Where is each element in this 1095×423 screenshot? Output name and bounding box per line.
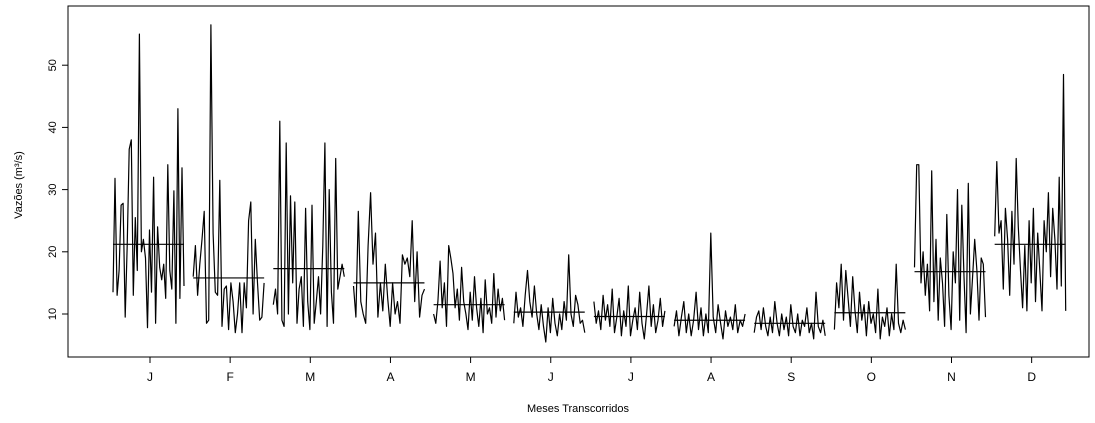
series-line xyxy=(593,285,666,340)
y-axis: 10 20 30 40 50 xyxy=(47,59,69,320)
series-line xyxy=(753,291,826,340)
y-tick-label: 10 xyxy=(47,308,59,320)
series-line xyxy=(833,263,906,340)
series-line xyxy=(272,120,345,331)
x-tick-label: O xyxy=(867,370,876,384)
x-axis-label: Meses Transcorridos xyxy=(527,403,630,415)
series-line xyxy=(112,33,185,329)
series-line xyxy=(433,245,506,334)
series-line xyxy=(513,254,586,343)
x-tick-label: J xyxy=(147,370,153,384)
y-tick-label: 40 xyxy=(47,121,59,133)
x-tick-label: S xyxy=(787,370,795,384)
x-tick-label: J xyxy=(548,370,554,384)
x-tick-label: J xyxy=(628,370,634,384)
series-line xyxy=(994,73,1067,312)
y-axis-label: Vazões (m³/s) xyxy=(13,151,25,219)
series-line xyxy=(673,232,746,340)
y-tick-label: 50 xyxy=(47,59,59,71)
series-line xyxy=(192,24,265,334)
x-tick-label: M xyxy=(466,370,476,384)
x-tick-label: A xyxy=(707,370,715,384)
x-tick-label: D xyxy=(1027,370,1036,384)
x-tick-label: F xyxy=(226,370,233,384)
x-tick-label: A xyxy=(386,370,394,384)
series-lines xyxy=(112,24,1067,343)
x-tick-label: M xyxy=(305,370,315,384)
series-line xyxy=(913,164,987,334)
mean-lines xyxy=(113,243,1066,324)
x-tick-label: N xyxy=(947,370,956,384)
series-line xyxy=(352,192,426,327)
y-tick-label: 30 xyxy=(47,183,59,195)
y-tick-label: 20 xyxy=(47,246,59,258)
